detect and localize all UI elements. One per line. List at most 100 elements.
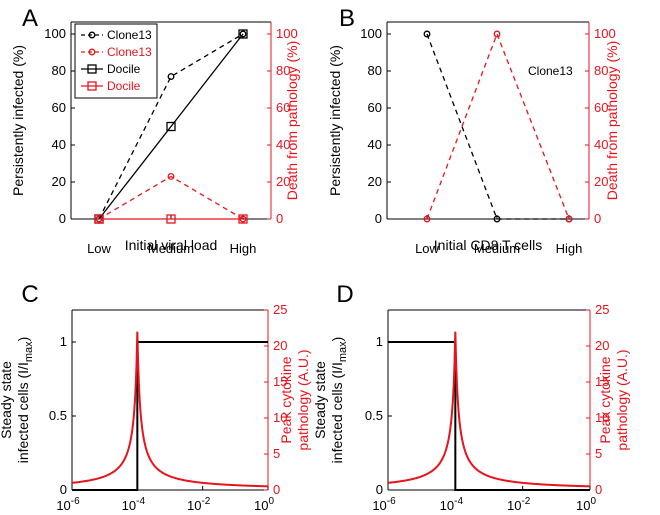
panel-c-left-axis-label-main: infected cells (I/I xyxy=(15,362,31,463)
panel-a-right-tick-label: 0 xyxy=(276,211,283,226)
panel-a-left-tick-label: 100 xyxy=(44,26,66,41)
panel-b-series-line xyxy=(426,32,570,220)
panel-a-data-point xyxy=(238,214,248,224)
panel-a-legend-marker xyxy=(88,31,96,39)
panel-c-peak-pathology-curve xyxy=(71,331,269,488)
panel-c-x-tick-label: 10-6 xyxy=(56,496,80,513)
panel-c-left-tick-label: 1 xyxy=(60,334,67,349)
panel-b-x-axis-label: Initial CD8 T cells xyxy=(434,237,542,253)
panel-d-x-tick-exponent: -6 xyxy=(387,496,396,507)
panel-c-left-axis-label-end: ) xyxy=(15,337,31,342)
panel-b-label: B xyxy=(339,5,355,32)
panel-c-right-tick-label: 20 xyxy=(273,338,287,353)
panel-b-left-tick-label: 20 xyxy=(368,174,382,189)
panel-d-x-tick-label: 10-4 xyxy=(440,496,464,513)
panel-d-left-axis-label-sub: max xyxy=(337,341,349,362)
panel-b-data-point xyxy=(493,30,501,38)
panel-b-left-tick-label: 0 xyxy=(375,211,382,226)
panel-b-left-axis-label: Persistently infected (%) xyxy=(327,45,343,196)
panel-c-right-tick-label: 0 xyxy=(273,482,280,497)
panel-b-annotation: Clone13 xyxy=(528,64,573,78)
panel-d-x-tick-base: 10 xyxy=(576,498,590,513)
panel-a-left-tick-label: 60 xyxy=(52,100,66,115)
panel-d-x-tick-base: 10 xyxy=(507,498,521,513)
panel-d-right-tick-label: 5 xyxy=(595,446,602,461)
panel-b-right-tick-label: 80 xyxy=(594,63,608,78)
panel-d-left-axis-label-main: infected cells (I/I xyxy=(329,362,345,463)
panel-c-left-axis-label-line1: Steady state xyxy=(0,361,14,439)
panel-a-series-line xyxy=(98,175,244,220)
panel-a-legend-label: Docile xyxy=(107,62,141,76)
panel-a-series-line xyxy=(98,33,244,220)
panel-a-legend-label: Docile xyxy=(107,79,141,93)
panel-c-right-tick-label: 10 xyxy=(273,410,287,425)
panel-a-right-tick-label: 80 xyxy=(276,63,290,78)
panel-d-left-axis-label-end: ) xyxy=(329,337,345,342)
panel-c-x-tick-base: 10 xyxy=(122,498,136,513)
panel-b-right-tick-label: 60 xyxy=(594,100,608,115)
panel-d-label: D xyxy=(336,281,353,308)
panel-c-left-tick-label: 0 xyxy=(60,482,67,497)
panel-d-peak-pathology-curve xyxy=(387,331,591,488)
panel-b-left-tick-label: 80 xyxy=(368,63,382,78)
panel-c-x-tick-label: 10-2 xyxy=(187,496,211,513)
panel-a-legend-label: Clone13 xyxy=(107,28,152,42)
panel-a-data-point xyxy=(166,214,176,224)
panel-b-right-tick-label: 100 xyxy=(594,26,616,41)
panel-a-data-point xyxy=(167,73,175,80)
panel-d-left-axis-label-line2: infected cells (I/Imax) xyxy=(329,337,349,464)
panel-c-x-tick-exponent: -6 xyxy=(71,496,80,507)
panel-a-left-tick-label: 0 xyxy=(59,211,66,226)
panel-a-x-axis-label: Initial viral load xyxy=(125,237,218,253)
panel-b-left-tick-label: 100 xyxy=(360,26,382,41)
panel-d-left-axis-label-line1: Steady state xyxy=(312,361,328,439)
panel-d-right-axis-label-line1: Peak cytokine xyxy=(597,356,613,443)
panel-a-data-point xyxy=(238,29,248,39)
panel-a-x-tick-label: Medium xyxy=(148,241,194,256)
panel-c-left-axis-label-sub: max xyxy=(23,341,35,362)
panel-d-right-tick-label: 10 xyxy=(595,410,609,425)
panel-a-right-tick-label: 40 xyxy=(276,137,290,152)
panel-d-x-tick-exponent: -2 xyxy=(521,496,530,507)
panel-b-left-tick-label: 40 xyxy=(368,137,382,152)
panel-a-x-tick-label: High xyxy=(230,241,257,256)
panel-d-right-tick-label: 15 xyxy=(595,374,609,389)
panel-a-label: A xyxy=(22,5,38,32)
panel-c-right-tick-label: 15 xyxy=(273,374,287,389)
panel-d-x-tick-base: 10 xyxy=(440,498,454,513)
panel-b-data-point xyxy=(423,30,431,38)
panel-a-legend-label: Clone13 xyxy=(107,45,152,59)
panel-b-right-axis-label: Death from pathology (%) xyxy=(604,41,620,201)
panel-d-left-tick-label: 1 xyxy=(376,334,383,349)
panel-a-x-tick-label: Low xyxy=(87,241,111,256)
panel-d-x-tick-label: 10-2 xyxy=(507,496,531,513)
panel-c-x-tick-exponent: -4 xyxy=(136,496,145,507)
panel-a-data-point xyxy=(239,30,247,38)
panel-a-data-point xyxy=(94,214,104,224)
panel-d-right-tick-label: 20 xyxy=(595,338,609,353)
panel-c-left-axis-label-line2: infected cells (I/Imax) xyxy=(15,337,35,464)
panel-b-right-tick-label: 0 xyxy=(594,211,601,226)
panel-c-steady-state-line xyxy=(72,341,268,491)
panel-c-x-tick-exponent: -2 xyxy=(201,496,210,507)
panel-d-left-tick-label: 0.5 xyxy=(365,408,383,423)
panel-a-legend-marker xyxy=(87,81,97,91)
panel-b-right-tick-label: 20 xyxy=(594,174,608,189)
panel-d-right-axis-label-line2: pathology (A.U.) xyxy=(614,349,630,450)
panel-a-data-point xyxy=(166,121,176,132)
panel-b-left-tick-label: 60 xyxy=(368,100,382,115)
panel-b-x-tick-label: High xyxy=(556,241,583,256)
panel-c-x-tick-label: 100 xyxy=(254,496,274,513)
panel-a-left-tick-label: 40 xyxy=(52,137,66,152)
panel-c-right-tick-label: 25 xyxy=(273,302,287,317)
panel-a-legend-marker xyxy=(87,64,97,74)
panel-c-left-tick-label: 0.5 xyxy=(49,408,67,423)
panel-d-x-tick-base: 10 xyxy=(372,498,386,513)
panel-d-x-tick-exponent: -4 xyxy=(454,496,463,507)
panel-c-x-tick-base: 10 xyxy=(254,498,268,513)
panel-c-label: C xyxy=(21,281,38,308)
panel-d-steady-state-line xyxy=(388,341,590,491)
panel-d-x-tick-label: 100 xyxy=(576,496,596,513)
panel-c-x-tick-base: 10 xyxy=(56,498,70,513)
